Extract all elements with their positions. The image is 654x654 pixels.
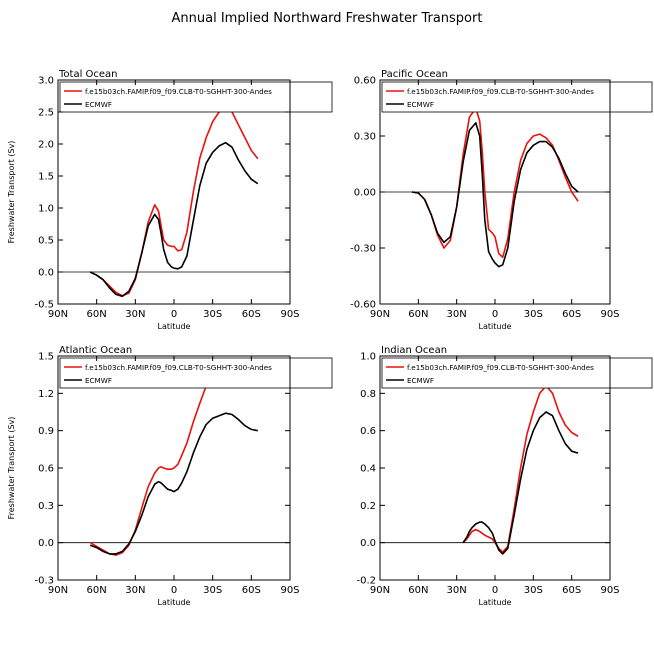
x-tick-label: 90S xyxy=(600,309,619,320)
legend-box xyxy=(381,81,653,113)
x-tick-label: 90N xyxy=(48,309,68,320)
y-axis-label: Freshwater Transport (Sv) xyxy=(7,417,16,520)
y-tick-label: 2.0 xyxy=(38,140,54,151)
y-tick-label: 0.60 xyxy=(354,76,376,87)
y-tick-label: 0.0 xyxy=(38,538,54,549)
figure-title: Annual Implied Northward Freshwater Tran… xyxy=(172,11,483,26)
y-tick-label: -0.3 xyxy=(34,576,54,587)
x-tick-label: 60N xyxy=(87,585,107,596)
series-line-ecmwf xyxy=(89,141,259,298)
x-tick-label: 90S xyxy=(280,585,299,596)
x-tick-label: 90S xyxy=(600,585,619,596)
panel-indian-ocean: Indian Ocean f.e15b03ch.FAMIP.f09_f09.CLB… xyxy=(356,345,653,607)
legend-label: ECMWF xyxy=(407,376,434,385)
series-line-ecmwf xyxy=(462,411,579,555)
x-axis-label: Latitude xyxy=(479,322,512,331)
panel-pacific-ocean: Pacific Ocean f.e15b03ch.FAMIP.f09_f09.CL… xyxy=(350,69,653,331)
panel-title: Atlantic Ocean xyxy=(59,345,132,356)
series-line-model xyxy=(89,361,258,556)
legend-label: f.e15b03ch.FAMIP.f09_f09.CLB-T0-SGHHT-30… xyxy=(407,87,594,96)
x-axis-label: Latitude xyxy=(479,598,512,607)
x-tick-label: 0 xyxy=(492,309,498,320)
y-tick-label: 0.0 xyxy=(360,538,376,549)
y-tick-label: 0.30 xyxy=(354,132,376,143)
legend-box xyxy=(59,81,333,113)
x-tick-label: 60S xyxy=(242,309,261,320)
x-tick-label: 30S xyxy=(203,309,222,320)
series-line-ecmwf xyxy=(89,412,258,555)
plot-frame xyxy=(379,355,611,581)
y-tick-label: 1.5 xyxy=(38,172,54,183)
y-tick-label: 0.6 xyxy=(360,426,376,437)
y-tick-label: -0.2 xyxy=(356,576,376,587)
x-tick-label: 30N xyxy=(125,309,145,320)
x-tick-label: 30N xyxy=(125,585,145,596)
y-tick-label: 0.9 xyxy=(38,426,54,437)
x-tick-label: 0 xyxy=(171,309,177,320)
x-tick-label: 30S xyxy=(203,585,222,596)
series-line-model xyxy=(462,385,579,553)
panel-total-ocean: Total Ocean f.e15b03ch.FAMIP.f09_f09.CLB-… xyxy=(7,69,333,331)
legend-box xyxy=(59,357,333,389)
panel-title: Total Ocean xyxy=(58,69,118,80)
legend-label: ECMWF xyxy=(407,100,434,109)
legend-label: ECMWF xyxy=(85,100,112,109)
x-tick-label: 60N xyxy=(408,309,428,320)
panel-title: Indian Ocean xyxy=(381,345,447,356)
y-tick-label: -0.5 xyxy=(34,300,54,311)
x-tick-label: 30N xyxy=(447,309,467,320)
y-tick-label: 0.5 xyxy=(38,236,54,247)
x-tick-label: 0 xyxy=(171,585,177,596)
y-tick-label: 1.2 xyxy=(38,389,54,400)
x-axis-label: Latitude xyxy=(158,322,191,331)
y-tick-label: 0.0 xyxy=(38,268,54,279)
x-tick-label: 90N xyxy=(370,309,390,320)
x-tick-label: 30S xyxy=(524,585,543,596)
x-tick-label: 30S xyxy=(524,309,543,320)
series-line-model xyxy=(411,107,579,259)
y-tick-label: 0.4 xyxy=(360,464,376,475)
y-tick-label: 1.5 xyxy=(38,352,54,363)
x-tick-label: 60N xyxy=(408,585,428,596)
y-tick-label: 0.3 xyxy=(38,501,54,512)
y-tick-label: 1.0 xyxy=(38,204,54,215)
y-tick-label: 1.0 xyxy=(360,352,376,363)
legend-label: ECMWF xyxy=(85,376,112,385)
x-tick-label: 60S xyxy=(562,309,581,320)
x-tick-label: 90S xyxy=(280,309,299,320)
y-tick-label: 0.8 xyxy=(360,389,376,400)
legend-label: f.e15b03ch.FAMIP.f09_f09.CLB-T0-SGHHT-30… xyxy=(85,363,272,372)
x-tick-label: 60N xyxy=(87,309,107,320)
y-tick-label: -0.60 xyxy=(350,300,376,311)
legend-label: f.e15b03ch.FAMIP.f09_f09.CLB-T0-SGHHT-30… xyxy=(407,363,594,372)
x-tick-label: 30N xyxy=(447,585,467,596)
y-tick-label: 2.5 xyxy=(38,108,54,119)
legend-box xyxy=(381,357,653,389)
y-tick-label: 3.0 xyxy=(38,76,54,87)
x-axis-label: Latitude xyxy=(158,598,191,607)
x-tick-label: 90N xyxy=(48,585,68,596)
series-line-ecmwf xyxy=(411,122,579,268)
legend-label: f.e15b03ch.FAMIP.f09_f09.CLB-T0-SGHHT-30… xyxy=(85,87,272,96)
x-tick-label: 0 xyxy=(492,585,498,596)
x-tick-label: 60S xyxy=(562,585,581,596)
y-axis-label: Freshwater Transport (Sv) xyxy=(7,141,16,244)
plot-frame xyxy=(57,79,291,305)
y-tick-label: 0.6 xyxy=(38,464,54,475)
x-tick-label: 60S xyxy=(242,585,261,596)
y-tick-label: 0.00 xyxy=(354,188,376,199)
y-tick-label: -0.30 xyxy=(350,244,376,255)
x-tick-label: 90N xyxy=(370,585,390,596)
y-tick-label: 0.2 xyxy=(360,501,376,512)
panel-atlantic-ocean: Atlantic Ocean f.e15b03ch.FAMIP.f09_f09.C… xyxy=(7,345,333,607)
panel-title: Pacific Ocean xyxy=(381,69,448,80)
